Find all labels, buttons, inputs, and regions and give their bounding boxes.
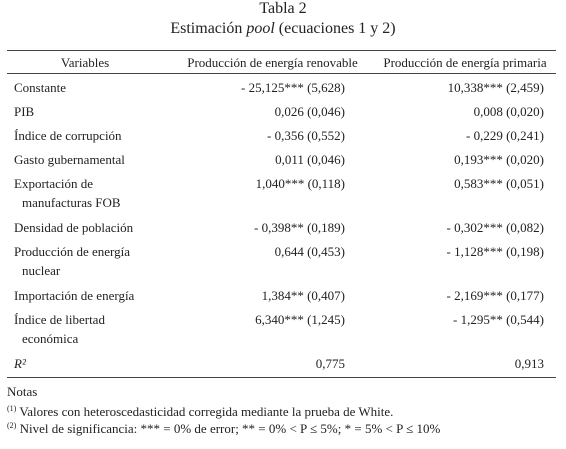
title: Tabla 2 xyxy=(259,0,307,17)
value-cell: 1,040*** (0,118) xyxy=(255,176,345,191)
value-cell: 0,913 xyxy=(514,356,544,371)
value-cell: - 0,229 (0,241) xyxy=(466,128,544,143)
value-cell: 0,583*** (0,051) xyxy=(454,176,544,191)
variable-label: económica xyxy=(22,331,79,346)
variable-label: Gasto gubernamental xyxy=(14,152,125,167)
note-mark: (1) xyxy=(7,404,17,413)
variable-label: Constante xyxy=(14,80,66,95)
top-rule xyxy=(7,50,556,51)
value-cell: 0,775 xyxy=(315,356,345,371)
header-cell: Producción de energía renovable xyxy=(187,55,358,70)
variable-label: Importación de energía xyxy=(14,288,135,303)
variable-label: R² xyxy=(14,356,26,371)
variable-label: nuclear xyxy=(22,263,61,278)
variable-label: manufacturas FOB xyxy=(22,195,121,210)
value-cell: - 0,356 (0,552) xyxy=(267,128,345,143)
subtitle-italic: pool xyxy=(246,20,275,37)
variable-label: Producción de energía xyxy=(14,244,130,259)
header-cell: Variables xyxy=(60,55,110,70)
note: (1) Valores con heteroscedasticidad corr… xyxy=(7,401,393,420)
value-cell: - 0,398** (0,189) xyxy=(254,220,345,235)
variable-label: Índice de corrupción xyxy=(14,128,122,143)
subtitle-text: (ecuaciones 1 y 2) xyxy=(274,20,396,37)
value-cell: 0,644 (0,453) xyxy=(274,244,345,259)
value-cell: - 1,295** (0,544) xyxy=(453,312,544,327)
note-text: Valores con heteroscedasticidad corregid… xyxy=(16,404,394,419)
variable-label: Exportación de xyxy=(14,176,94,191)
note-mark: (2) xyxy=(7,421,17,430)
value-cell: - 1,128*** (0,198) xyxy=(446,244,545,259)
value-cell: - 0,302*** (0,082) xyxy=(446,220,545,235)
subtitle-text: Estimación xyxy=(170,20,247,37)
variable-label: PIB xyxy=(14,104,35,119)
value-cell: 0,008 (0,020) xyxy=(473,104,544,119)
value-cell: - 25,125*** (5,628) xyxy=(241,80,345,95)
value-cell: 10,338*** (2,459) xyxy=(447,80,544,95)
bottom-rule xyxy=(7,377,556,378)
value-cell: 0,193*** (0,020) xyxy=(454,152,544,167)
value-cell: 0,026 (0,046) xyxy=(274,104,345,119)
value-cell: 6,340*** (1,245) xyxy=(255,312,345,327)
header-rule xyxy=(7,73,556,74)
subtitle: Estimación pool (ecuaciones 1 y 2) xyxy=(0,21,566,37)
note: (2) Nivel de significancia: *** = 0% de … xyxy=(7,418,440,437)
notes-heading: Notas xyxy=(7,384,38,399)
variable-label: Índice de libertad xyxy=(14,312,105,327)
value-cell: 1,384** (0,407) xyxy=(261,288,345,303)
value-cell: - 2,169*** (0,177) xyxy=(446,288,545,303)
note-text: Nivel de significancia: *** = 0% de erro… xyxy=(16,421,441,436)
variable-label: Densidad de población xyxy=(14,220,134,235)
value-cell: 0,011 (0,046) xyxy=(275,152,345,167)
header-cell: Producción de energía primaria xyxy=(383,55,547,70)
